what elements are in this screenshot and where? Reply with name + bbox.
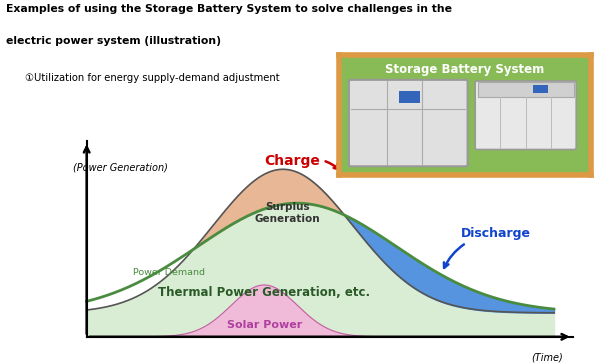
Bar (478, 82, 573, 96)
Bar (533, 84, 548, 93)
Bar (399, 91, 419, 103)
Text: Discharge: Discharge (444, 227, 530, 268)
Text: Power Demand: Power Demand (134, 268, 205, 277)
Text: ①Utilization for energy supply-demand adjustment: ①Utilization for energy supply-demand ad… (25, 73, 279, 83)
Text: (Power Generation): (Power Generation) (73, 162, 168, 172)
Text: Surplus
Generation: Surplus Generation (255, 202, 320, 224)
Text: electric power system (illustration): electric power system (illustration) (6, 36, 221, 46)
Text: (Time): (Time) (532, 353, 563, 363)
Text: Charge: Charge (264, 154, 339, 170)
Text: Examples of using the Storage Battery System to solve challenges in the: Examples of using the Storage Battery Sy… (6, 4, 452, 13)
FancyBboxPatch shape (349, 80, 468, 166)
Text: Storage Battery System: Storage Battery System (386, 63, 545, 75)
FancyBboxPatch shape (475, 81, 576, 150)
Text: Solar Power: Solar Power (227, 320, 302, 330)
Text: Thermal Power Generation, etc.: Thermal Power Generation, etc. (158, 286, 370, 300)
